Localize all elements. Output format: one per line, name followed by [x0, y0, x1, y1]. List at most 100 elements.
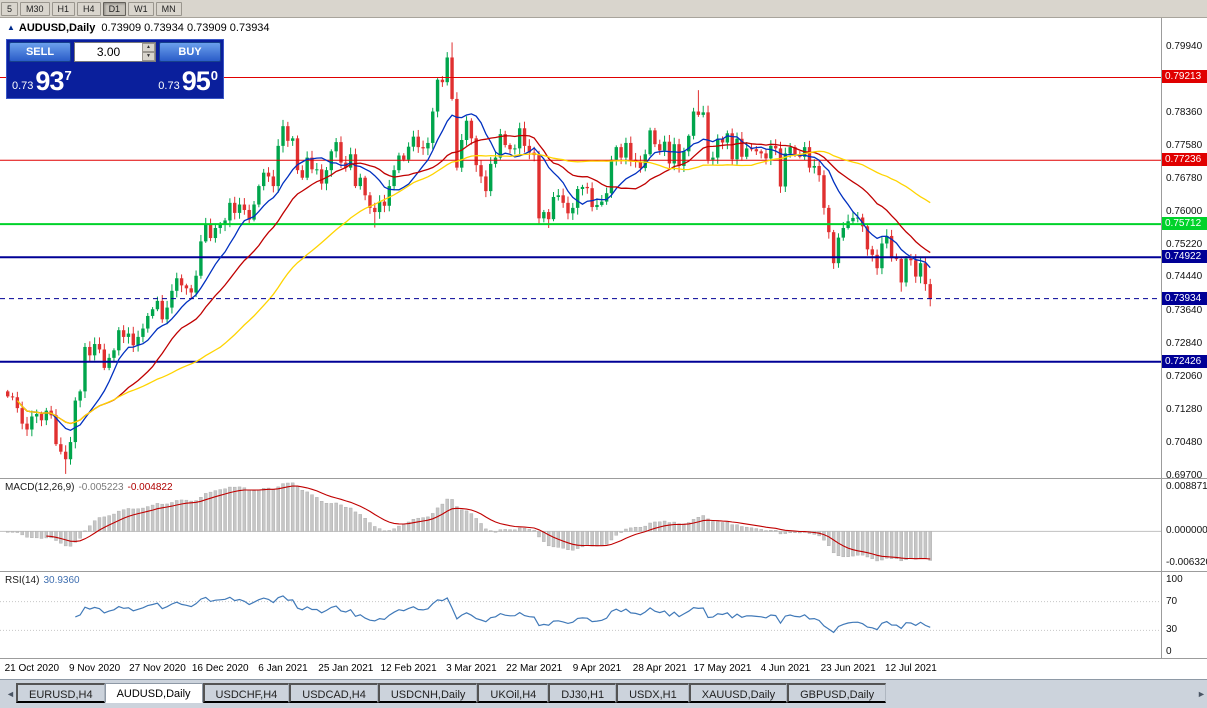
macd-histogram-bar	[136, 508, 140, 532]
candle-body	[261, 172, 266, 187]
macd-histogram-bar	[25, 531, 29, 538]
macd-histogram-bar	[503, 529, 507, 532]
date-axis-label: 9 Nov 2020	[69, 663, 121, 674]
macd-axis-label: 0.000000	[1166, 525, 1207, 537]
volume-decrease-button[interactable]: ▼	[142, 52, 155, 61]
timeframe-button-h1[interactable]: H1	[51, 1, 76, 16]
price-chart-pane[interactable]: 0.799400.792100.783600.775800.767800.760…	[0, 18, 1207, 481]
chart-tab-usdx[interactable]: USDX,H1	[616, 683, 689, 703]
macd-histogram-bar	[175, 500, 179, 532]
date-axis-label: 22 Mar 2021	[506, 663, 563, 674]
macd-histogram-bar	[252, 490, 256, 532]
buy-price: 0.73 95 0	[158, 67, 218, 95]
chart-tab-usdcad[interactable]: USDCAD,H4	[289, 683, 378, 703]
chart-tab-dj30[interactable]: DJ30,H1	[548, 683, 617, 703]
candle-body	[638, 161, 643, 169]
candle-body	[590, 188, 594, 208]
price-axis-label: 0.72060	[1166, 371, 1203, 383]
macd-histogram-bar	[460, 509, 464, 532]
price-level-box[interactable]: 0.72426	[1162, 354, 1207, 368]
macd-histogram-bar	[923, 531, 928, 560]
candle-body	[923, 263, 928, 285]
price-level-box[interactable]: 0.77236	[1162, 153, 1207, 167]
macd-histogram-bar	[213, 490, 218, 532]
candle-body	[580, 186, 585, 190]
volume-field[interactable]: 3.00 ▲ ▼	[74, 42, 156, 62]
macd-histogram-bar	[363, 518, 367, 532]
one-click-collapse-icon[interactable]: ▲	[7, 23, 15, 32]
macd-histogram-bar	[305, 491, 309, 532]
rsi-title: RSI(14)	[5, 575, 40, 586]
price-axis-label: 0.75220	[1166, 238, 1203, 250]
candle-body	[899, 258, 903, 283]
macd-histogram-bar	[629, 527, 633, 532]
timeframe-button-m30[interactable]: M30	[20, 1, 50, 16]
chart-tab-ukoil[interactable]: UKOil,H4	[477, 683, 549, 703]
chart-tab-eurusd[interactable]: EURUSD,H4	[16, 683, 105, 703]
candle-body	[807, 147, 812, 168]
candle-body	[286, 126, 290, 141]
macd-histogram-bar	[604, 531, 609, 545]
candle-body	[88, 346, 92, 356]
candle-body	[788, 147, 792, 154]
candle-body	[527, 145, 532, 153]
candle-body	[68, 442, 73, 460]
macd-histogram-bar	[455, 506, 459, 532]
macd-histogram-bar	[339, 504, 343, 532]
candle-body	[706, 112, 710, 160]
price-level-box[interactable]: 0.73934	[1162, 291, 1207, 305]
price-level-box[interactable]: 0.79213	[1162, 70, 1207, 84]
macd-histogram-bar	[831, 531, 836, 554]
candle-body	[595, 204, 599, 208]
candle-body	[20, 408, 24, 424]
macd-histogram-bar	[484, 528, 488, 532]
buy-price-base: 0.73	[158, 79, 180, 92]
candle-body	[909, 258, 913, 261]
chart-tab-usdcnh[interactable]: USDCNH,Daily	[377, 683, 478, 703]
chart-tab-gbpusd[interactable]: GBPUSD,Daily	[787, 683, 887, 703]
buy-button[interactable]: BUY	[159, 42, 221, 62]
chart-tab-xauusd[interactable]: XAUUSD,Daily	[688, 683, 788, 703]
rsi-pane[interactable]: 100 70 30 0 RSI(14) 30.9360	[0, 572, 1207, 659]
timeframe-button-w1[interactable]: W1	[128, 1, 154, 16]
timeframe-button-d1[interactable]: D1	[102, 1, 127, 16]
candle-body	[39, 413, 44, 421]
candle-body	[672, 144, 676, 164]
price-level-box[interactable]: 0.74922	[1162, 250, 1207, 264]
chart-tab-audusd[interactable]: AUDUSD,Daily	[104, 683, 203, 703]
macd-histogram-bar	[653, 521, 657, 532]
volume-value[interactable]: 3.00	[96, 45, 121, 59]
macd-histogram-bar	[228, 486, 232, 532]
chart-tab-usdchf[interactable]: USDCHF,H4	[202, 683, 290, 703]
volume-increase-button[interactable]: ▲	[142, 43, 155, 52]
candle-body	[682, 151, 686, 166]
candle-body	[677, 144, 681, 166]
date-axis-label: 23 Jun 2021	[820, 663, 876, 674]
macd-histogram-bar	[411, 519, 416, 532]
price-level-box[interactable]: 0.75712	[1162, 217, 1207, 231]
candle-body	[629, 142, 633, 160]
macd-histogram-bar	[909, 531, 913, 560]
macd-histogram-bar	[319, 501, 324, 532]
candle-body	[402, 155, 406, 160]
rsi-chart[interactable]	[0, 572, 1161, 658]
macd-histogram-bar	[165, 503, 169, 532]
candle-body	[160, 300, 164, 320]
candle-body	[204, 224, 208, 242]
tabs-scroll-left-icon[interactable]: ◄	[0, 683, 16, 703]
candle-body	[566, 202, 570, 214]
candle-body	[252, 204, 256, 220]
macd-histogram-bar	[39, 531, 44, 539]
price-axis-label: 0.74440	[1166, 271, 1203, 283]
candle-body	[489, 163, 493, 192]
macd-pane[interactable]: 0.008871 0.000000 -0.006320 MACD(12,26,9) -…	[0, 479, 1207, 572]
timeframe-button-5[interactable]: 5	[1, 1, 19, 16]
sell-button[interactable]: SELL	[9, 42, 71, 62]
macd-histogram-bar	[223, 488, 227, 532]
macd-chart[interactable]	[0, 479, 1161, 571]
timeframe-button-h4[interactable]: H4	[77, 1, 101, 16]
tabs-scroll-right-icon[interactable]: ►	[1191, 683, 1207, 703]
moving-average-line-45	[16, 150, 931, 425]
timeframe-button-mn[interactable]: MN	[155, 1, 182, 16]
